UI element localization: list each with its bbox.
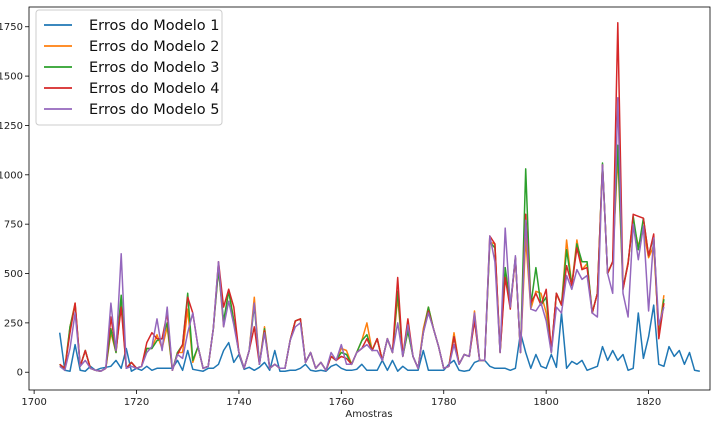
series-line-5 [59,97,665,372]
y-tick-label-1250: 1250 [0,121,23,132]
y-tick-label-750: 750 [4,220,23,231]
legend-label-3: Erros do Modelo 3 [89,60,219,76]
legend: Erros do Modelo 1 Erros do Modelo 2 Erros … [35,9,223,126]
x-tick-label-1720: 1720 [124,397,149,408]
x-tick-label-1780: 1780 [431,397,456,408]
y-tick-label-0: 0 [17,368,23,379]
y-tick-label-1750: 1750 [0,22,23,33]
x-axis-label: Amostras [345,409,392,420]
legend-box [35,9,223,126]
x-tick-label-1760: 1760 [329,397,354,408]
x-tick-label-1820: 1820 [636,397,661,408]
legend-label-5: Erros do Modelo 5 [89,102,219,118]
y-axis-ticks: 0 250 500 750 1000 1250 1500 1750 [0,22,29,379]
y-tick-label-1000: 1000 [0,170,23,181]
series-line-2 [59,154,665,372]
y-tick-label-500: 500 [4,269,23,280]
x-tick-label-1800: 1800 [533,397,558,408]
x-axis-ticks: 1700 1720 1740 1760 1780 1800 1820 [21,390,661,408]
x-tick-label-1740: 1740 [226,397,251,408]
x-tick-label-1700: 1700 [21,397,46,408]
y-tick-label-250: 250 [4,318,23,329]
series-layer [58,22,700,372]
legend-label-4: Erros do Modelo 4 [89,81,219,97]
legend-label-2: Erros do Modelo 2 [89,39,219,55]
legend-label-1: Erros do Modelo 1 [89,18,219,34]
plot-frame [28,6,711,391]
series-line-1 [58,304,700,372]
y-tick-label-1500: 1500 [0,72,23,83]
